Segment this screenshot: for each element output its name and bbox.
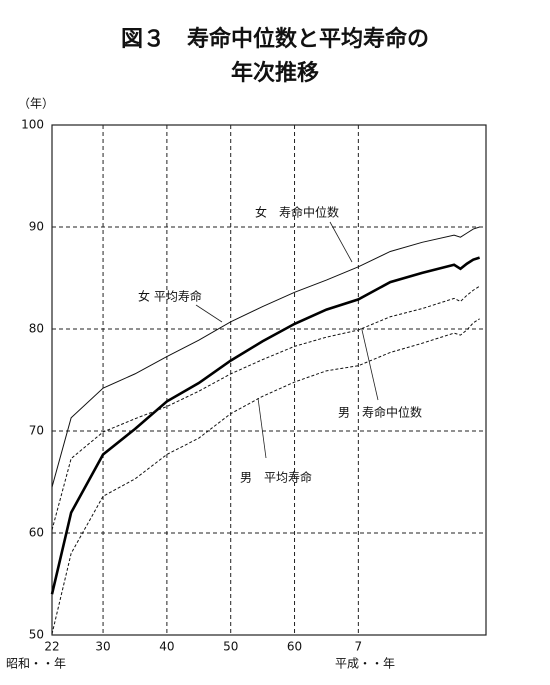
x-tick-label: 30 (95, 640, 110, 654)
x-tick-label: 22 (44, 640, 59, 654)
y-tick-label: 70 (29, 424, 44, 438)
series-line (51, 318, 480, 635)
chart-title: 図３ 寿命中位数と平均寿命の (121, 26, 429, 52)
chart-subtitle: 年次推移 (231, 60, 319, 86)
series-label: 男 寿命中位数 (338, 405, 422, 420)
y-tick-label: 60 (29, 526, 44, 540)
series-line (51, 285, 480, 531)
leader-line (329, 221, 353, 263)
series-label: 男 平均寿命 (240, 470, 312, 485)
y-tick-label: 90 (29, 220, 44, 234)
y-tick-label: 100 (21, 118, 44, 132)
x-era-label: 平成・・年 (335, 657, 395, 671)
x-era-label: 昭和・・年 (6, 657, 66, 671)
series-label: 女 平均寿命 (138, 289, 202, 304)
series-line (50, 256, 481, 595)
leader-line (257, 397, 267, 459)
y-axis-label: （年） (18, 97, 54, 111)
x-tick-label: 60 (287, 640, 302, 654)
y-tick-label: 50 (29, 628, 44, 642)
leader-line (361, 329, 379, 401)
plot-frame (51, 124, 487, 636)
leader-line (195, 304, 223, 323)
x-tick-label: 7 (355, 640, 363, 654)
x-tick-label: 40 (159, 640, 174, 654)
x-tick-label: 50 (223, 640, 238, 654)
series-label: 女 寿命中位数 (255, 205, 339, 220)
y-tick-label: 80 (29, 322, 44, 336)
series-line (51, 226, 480, 488)
